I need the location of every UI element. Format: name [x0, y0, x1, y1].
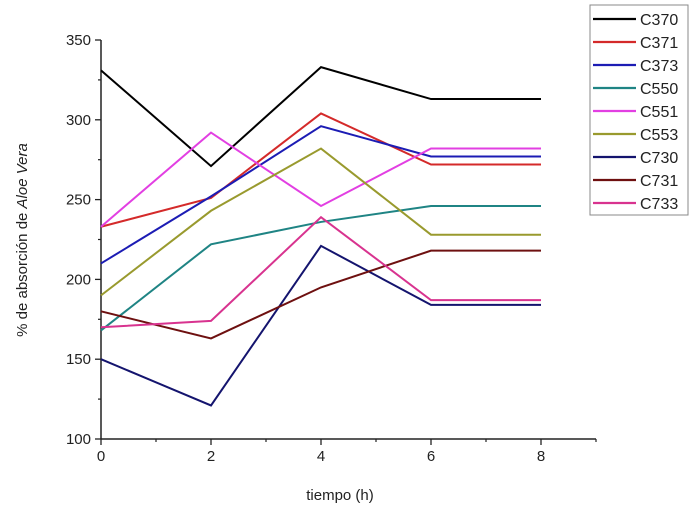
- x-tick-label: 6: [427, 448, 435, 465]
- x-tick-label: 8: [537, 448, 545, 465]
- y-axis-label-prefix: % de absorción de: [14, 208, 31, 336]
- series-lines: [100, 66, 541, 407]
- y-axis-label-italic: Aloe Vera: [14, 143, 31, 209]
- series-line-c733: [100, 215, 541, 329]
- x-tick-label: 0: [97, 448, 105, 465]
- legend-label-c550: C550: [640, 81, 678, 98]
- y-tick-label: 250: [66, 192, 91, 209]
- x-tick-label: 2: [207, 448, 215, 465]
- y-tick-label: 350: [66, 32, 91, 49]
- series-line-c370: [100, 66, 541, 168]
- legend-label-c733: C733: [640, 196, 678, 213]
- y-tick-label: 100: [66, 431, 91, 448]
- y-tick-label: 200: [66, 271, 91, 288]
- x-tick-label: 4: [317, 448, 325, 465]
- legend-label-c553: C553: [640, 127, 678, 144]
- series-line-c553: [100, 147, 541, 297]
- x-axis-label: tiempo (h): [306, 487, 374, 504]
- legend-label-c371: C371: [640, 35, 678, 52]
- legend-label-c370: C370: [640, 12, 678, 29]
- legend-label-c373: C373: [640, 58, 678, 75]
- y-tick-label: 300: [66, 112, 91, 129]
- y-tick-label: 150: [66, 351, 91, 368]
- legend: C370 C371 C373 C550 C551 C553 C730 C731 C733: [589, 4, 689, 216]
- y-axis-label: % de absorción de Aloe Vera: [14, 143, 31, 337]
- legend-label-c551: C551: [640, 104, 678, 121]
- axes: 100 150 200 250 300 350 0 2 4 6 8: [66, 32, 597, 465]
- legend-label-c731: C731: [640, 173, 678, 190]
- series-line-c731: [100, 249, 541, 340]
- legend-label-c730: C730: [640, 150, 678, 167]
- series-line-c550: [100, 204, 541, 332]
- series-line-c373: [100, 125, 541, 265]
- series-line-c730: [100, 244, 541, 407]
- series-line-c371: [100, 112, 541, 228]
- series-line-c551: [100, 131, 541, 228]
